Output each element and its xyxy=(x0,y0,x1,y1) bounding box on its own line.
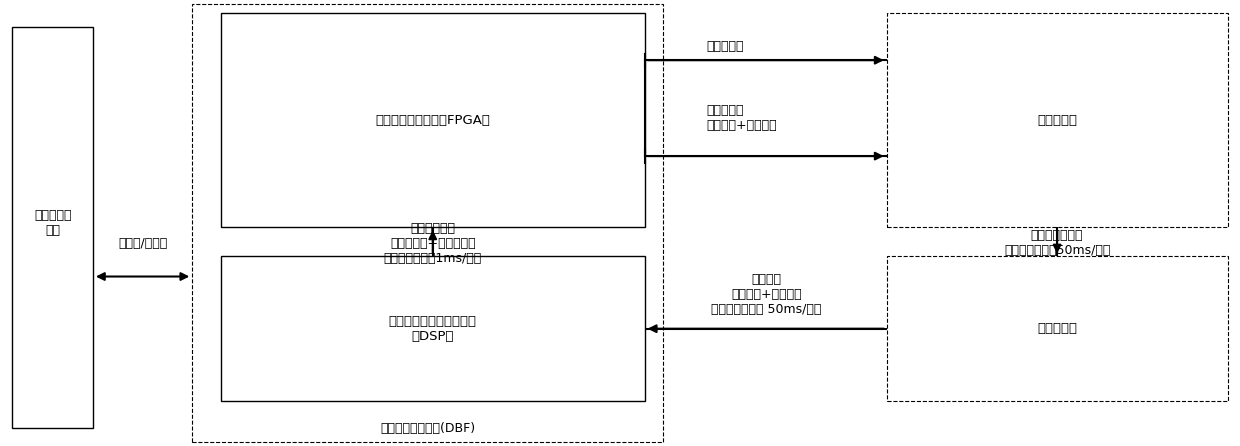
Bar xyxy=(221,256,645,401)
Text: 阵列收/发信号: 阵列收/发信号 xyxy=(118,236,167,250)
Bar xyxy=(887,13,1228,227)
Text: 波束指向权值
（幅度权值+相位权值）
（高速数据传输1ms/次）: 波束指向权值 （幅度权值+相位权值） （高速数据传输1ms/次） xyxy=(383,222,482,264)
Text: 数字波束形成单元(DBF): 数字波束形成单元(DBF) xyxy=(381,421,475,435)
Text: 波控计算机: 波控计算机 xyxy=(1037,322,1078,335)
Text: 阵列数字信号加权（FPGA）: 阵列数字信号加权（FPGA） xyxy=(376,114,490,127)
Text: 角跟踪误差电压
（网络协议传输50ms/次）: 角跟踪误差电压 （网络协议传输50ms/次） xyxy=(1004,229,1110,257)
Bar xyxy=(887,256,1228,401)
Bar xyxy=(221,13,645,227)
Text: 相控阵天线
阵列: 相控阵天线 阵列 xyxy=(33,209,72,237)
Bar xyxy=(12,27,93,428)
Text: 接收差信号
（方位差+俯仰差）: 接收差信号 （方位差+俯仰差） xyxy=(707,104,777,132)
Text: 接收合信号: 接收合信号 xyxy=(707,40,744,54)
Bar xyxy=(192,4,663,442)
Text: 波束形成的加权权值计算
（DSP）: 波束形成的加权权值计算 （DSP） xyxy=(389,315,476,343)
Text: 跟踪接收机: 跟踪接收机 xyxy=(1037,114,1078,127)
Text: 波束指向
（方位角+俯仰角）
（网络协议传输 50ms/次）: 波束指向 （方位角+俯仰角） （网络协议传输 50ms/次） xyxy=(711,273,822,316)
